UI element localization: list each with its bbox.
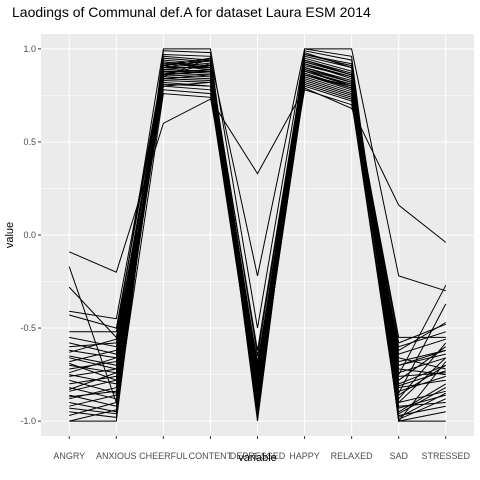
x-tick-label: RELAXED: [331, 451, 374, 461]
x-tick-label: ANXIOUS: [96, 451, 137, 461]
y-tick-label: 0.5: [23, 137, 36, 147]
x-tick-label: HAPPY: [289, 451, 320, 461]
series-line-31: [69, 68, 446, 397]
y-tick-label: 0.0: [23, 230, 36, 240]
x-tick-label: SAD: [389, 451, 408, 461]
series-line-30: [69, 65, 446, 379]
y-tick-label: 1.0: [23, 44, 36, 54]
y-axis-ticks: -1.0 -0.5 0.0 0.5 1.0: [20, 44, 41, 426]
x-tick-label: CONTENT: [189, 451, 233, 461]
y-tick-label: -1.0: [20, 416, 36, 426]
x-tick-label: CHEERFUL: [139, 451, 188, 461]
y-tick-label: -0.5: [20, 323, 36, 333]
x-tick-label: STRESSED: [422, 451, 471, 461]
series-line-33: [69, 61, 446, 398]
x-axis-title: variable: [238, 452, 277, 464]
chart-title: Laodings of Communal def.A for dataset L…: [12, 4, 371, 20]
x-tick-label: ANGRY: [53, 451, 85, 461]
series-lines: [68, 48, 447, 423]
y-axis-title: value: [4, 222, 16, 248]
x-tick-label: DEPRESSED: [230, 451, 286, 461]
series-line-1: [69, 87, 447, 273]
series-line-34: [69, 70, 446, 373]
series-line-35: [69, 53, 446, 417]
